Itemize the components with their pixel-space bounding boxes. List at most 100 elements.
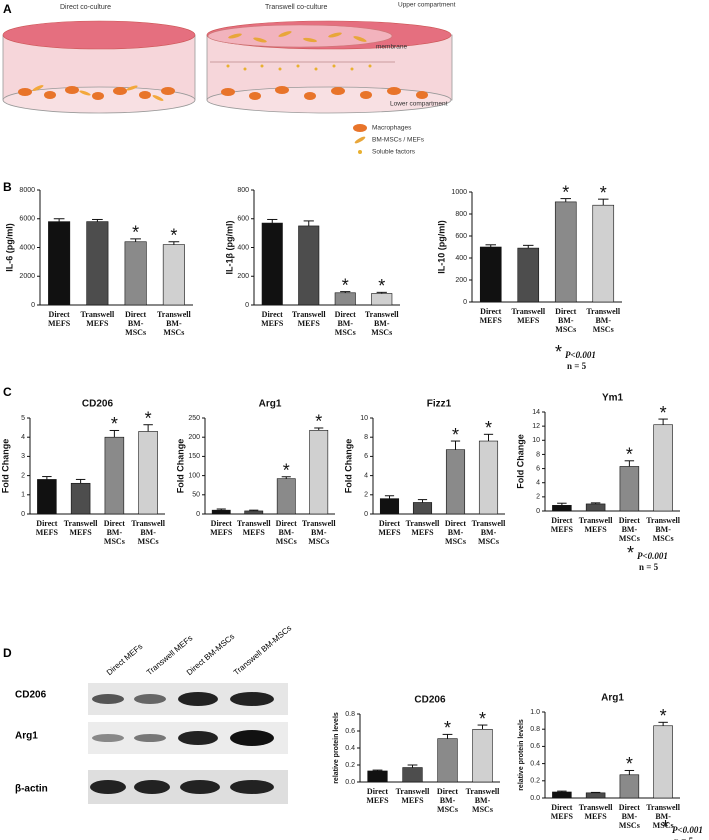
significance-marker: * bbox=[315, 412, 322, 432]
bar bbox=[309, 429, 329, 515]
x-tick-label: Transwell MEFS bbox=[395, 787, 430, 805]
y-tick-label: 6 bbox=[536, 465, 540, 472]
bar bbox=[517, 247, 540, 303]
stats-symbol: * bbox=[662, 817, 670, 837]
y-tick-label: 1 bbox=[21, 492, 25, 499]
bar bbox=[37, 479, 57, 515]
transwell-dish bbox=[206, 20, 453, 114]
western-blot bbox=[88, 683, 288, 804]
significance-marker: * bbox=[444, 718, 451, 738]
y-tick-label: 0 bbox=[536, 508, 540, 515]
bar bbox=[472, 728, 493, 783]
bar bbox=[70, 482, 91, 515]
x-tick-label: Transwell BM-MSCs bbox=[131, 519, 165, 546]
x-tick-label: Transwell MEFS bbox=[405, 519, 440, 537]
significance-marker: * bbox=[111, 414, 118, 434]
stats-p: P<0.001 bbox=[672, 825, 703, 835]
y-tick-label: 0.4 bbox=[530, 760, 540, 767]
x-tick-label: Direct BM-MSCs bbox=[125, 310, 147, 337]
x-tick-label: Direct BM-MSCs bbox=[436, 787, 459, 814]
chart-title: CD206 bbox=[414, 695, 446, 706]
y-tick-label: 200 bbox=[237, 273, 249, 280]
y-axis-label: relative protein levels bbox=[333, 712, 340, 784]
x-tick-label: Direct MEFS bbox=[479, 307, 502, 325]
x-tick-label: Transwell BM-MSCs bbox=[646, 803, 680, 830]
x-tick-label: Transwell BM-MSCs bbox=[646, 516, 680, 543]
x-tick-label: Direct MEFS bbox=[261, 310, 284, 328]
y-axis-label: Fold Change bbox=[0, 439, 10, 494]
x-tick-label: Direct BM-MSCs bbox=[618, 516, 640, 543]
x-tick-label: Direct MEFS bbox=[550, 516, 573, 534]
panel-label: D bbox=[3, 646, 12, 660]
x-tick-label: Direct BM-MSCs bbox=[275, 519, 297, 546]
y-tick-label: 5 bbox=[21, 415, 25, 422]
y-axis-label: Fold Change bbox=[515, 434, 525, 489]
bar bbox=[86, 221, 109, 306]
bar bbox=[48, 221, 71, 306]
x-tick-label: Transwell BM-MSCs bbox=[471, 519, 506, 546]
significance-marker: * bbox=[626, 754, 633, 774]
y-tick-label: 250 bbox=[188, 415, 200, 422]
y-axis-label: IL-10 (pg/ml) bbox=[436, 220, 446, 274]
x-tick-label: Direct BM-MSCs bbox=[555, 307, 577, 334]
bar bbox=[379, 498, 400, 515]
significance-marker: * bbox=[132, 223, 139, 243]
y-tick-label: 800 bbox=[237, 187, 249, 194]
y-tick-label: 200 bbox=[455, 277, 467, 284]
blot-row-label: β-actin bbox=[15, 784, 48, 795]
y-tick-label: 0 bbox=[21, 511, 25, 518]
x-tick-label: Direct BM-MSCs bbox=[444, 519, 467, 546]
legend-icon bbox=[354, 136, 366, 144]
y-tick-label: 600 bbox=[455, 233, 467, 240]
significance-marker: * bbox=[145, 408, 152, 428]
y-tick-label: 8 bbox=[364, 434, 368, 441]
panel-label: B bbox=[3, 180, 12, 194]
y-tick-label: 50 bbox=[192, 492, 200, 499]
bar bbox=[104, 436, 125, 515]
y-tick-label: 0.2 bbox=[530, 778, 540, 785]
y-tick-label: 2 bbox=[536, 494, 540, 501]
bar bbox=[552, 791, 572, 799]
x-tick-label: Transwell MEFS bbox=[578, 803, 613, 821]
y-axis-label: Fold Change bbox=[175, 439, 185, 494]
chart-title: Ym1 bbox=[602, 393, 624, 404]
y-tick-label: 0.6 bbox=[345, 728, 355, 735]
callout-label: Lower compartment bbox=[390, 101, 448, 108]
x-tick-label: Transwell BM-MSCs bbox=[364, 310, 399, 337]
y-tick-label: 2 bbox=[21, 472, 25, 479]
chart-title: Arg1 bbox=[259, 399, 282, 410]
stats-symbol: * bbox=[555, 342, 563, 362]
x-tick-label: Transwell MEFS bbox=[63, 519, 98, 537]
x-tick-label: Direct MEFS bbox=[48, 310, 71, 328]
y-tick-label: 0.6 bbox=[530, 743, 540, 750]
y-tick-label: 0.0 bbox=[345, 779, 355, 786]
x-tick-label: Transwell MEFS bbox=[511, 307, 546, 325]
stats-p: P<0.001 bbox=[565, 350, 596, 360]
bar bbox=[478, 440, 499, 515]
y-tick-label: 2000 bbox=[19, 273, 35, 280]
callout-label: Upper compartment bbox=[398, 2, 456, 9]
chart-title: CD206 bbox=[82, 399, 114, 410]
legend-icon bbox=[353, 124, 367, 132]
chart-title: Fizz1 bbox=[427, 399, 452, 410]
y-tick-label: 8 bbox=[536, 451, 540, 458]
y-axis-label: IL-1β (pg/ml) bbox=[224, 221, 234, 275]
bar bbox=[552, 505, 572, 512]
y-tick-label: 0 bbox=[364, 511, 368, 518]
y-axis-label: relative protein levels bbox=[518, 719, 525, 791]
x-tick-label: Transwell MEFS bbox=[80, 310, 115, 328]
x-tick-label: Transwell BM-MSCs bbox=[586, 307, 621, 334]
y-tick-label: 400 bbox=[455, 255, 467, 262]
significance-marker: * bbox=[479, 709, 486, 729]
y-tick-label: 4 bbox=[21, 434, 25, 441]
x-tick-label: Direct MEFS bbox=[550, 803, 573, 821]
bar bbox=[592, 204, 615, 303]
y-tick-label: 0 bbox=[463, 299, 467, 306]
y-tick-label: 14 bbox=[532, 409, 540, 416]
stats-p: P<0.001 bbox=[637, 551, 668, 561]
legend-label: BM-MSCs / MEFs bbox=[372, 137, 425, 144]
bar bbox=[479, 246, 502, 303]
x-tick-label: Direct BM-MSCs bbox=[103, 519, 125, 546]
